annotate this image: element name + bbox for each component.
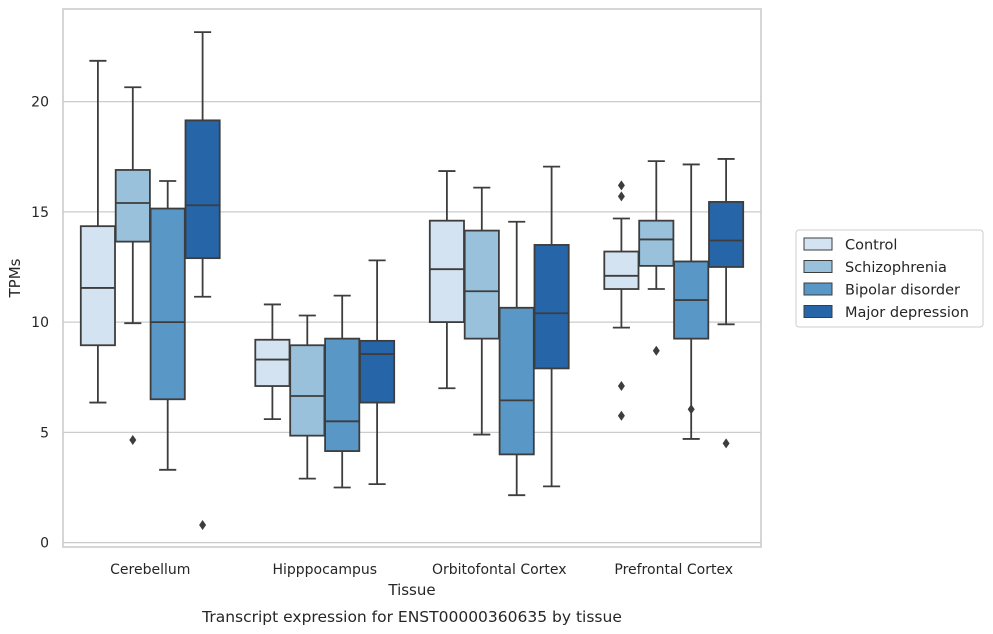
box [498,220,535,497]
box-body [359,339,396,404]
x-axis-label: Tissue [387,581,435,599]
box-body [149,207,186,401]
chart-caption: Transcript expression for ENST0000036063… [201,608,622,626]
box [428,170,465,390]
y-tick-label: 20 [31,95,49,111]
legend-label: Schizophrenia [845,260,947,276]
box [533,165,570,488]
y-tick-label: 5 [40,425,49,441]
plot-area-frame [62,8,762,548]
box [603,180,640,421]
legend-frame [795,229,984,328]
legend-swatch [803,260,833,273]
box [79,59,116,404]
box-body [428,219,465,323]
y-tick-label: 15 [31,205,49,221]
box [638,160,675,356]
box-body [184,119,221,260]
legend-swatch [803,282,833,296]
box-body [603,250,640,290]
outlier-point [617,180,625,191]
outlier-point [617,381,625,392]
outlier-point [722,438,730,449]
legend-swatch [803,237,833,251]
outlier-point [652,345,660,356]
y-tick-label: 10 [31,315,49,331]
legend: Control Schizophrenia Bipolar disorder Majo… [795,229,984,328]
y-tick-labels: 0 5 10 15 20 [31,95,49,552]
x-tick-label: Hipppocampus [272,562,377,578]
box [289,314,326,480]
outlier-point [687,404,695,415]
y-axis-label: TPMs [6,258,24,298]
legend-swatch [803,305,833,318]
box [114,86,151,446]
x-tick-label: Cerebellum [110,562,190,578]
box [184,31,221,530]
box-body [638,219,675,267]
box [149,180,186,471]
outlier-point [129,435,137,446]
x-tick-label: Orbitofontal Cortex [432,562,567,578]
box-body [114,169,151,243]
outlier-point [199,519,207,530]
legend-label: Control [845,238,897,254]
box [359,259,396,486]
box-body [463,229,500,340]
x-tick-labels: Cerebellum Hipppocampus Orbitofontal Corte… [110,562,733,578]
box [708,158,745,449]
box [324,294,361,489]
boxes [79,31,745,530]
legend-label: Major depression [845,305,969,321]
box-body [254,338,291,387]
box-body [498,306,535,456]
outlier-point [617,410,625,421]
box [463,186,500,436]
legend-label: Bipolar disorder [845,283,960,299]
outlier-point [617,191,625,202]
box-body [79,225,116,347]
box-body [708,201,745,268]
box-body [533,244,570,370]
box [673,163,710,440]
box-body [289,344,326,437]
x-tick-label: Prefrontal Cortex [614,562,733,578]
y-tick-label: 0 [40,536,49,552]
box-body [324,337,361,452]
